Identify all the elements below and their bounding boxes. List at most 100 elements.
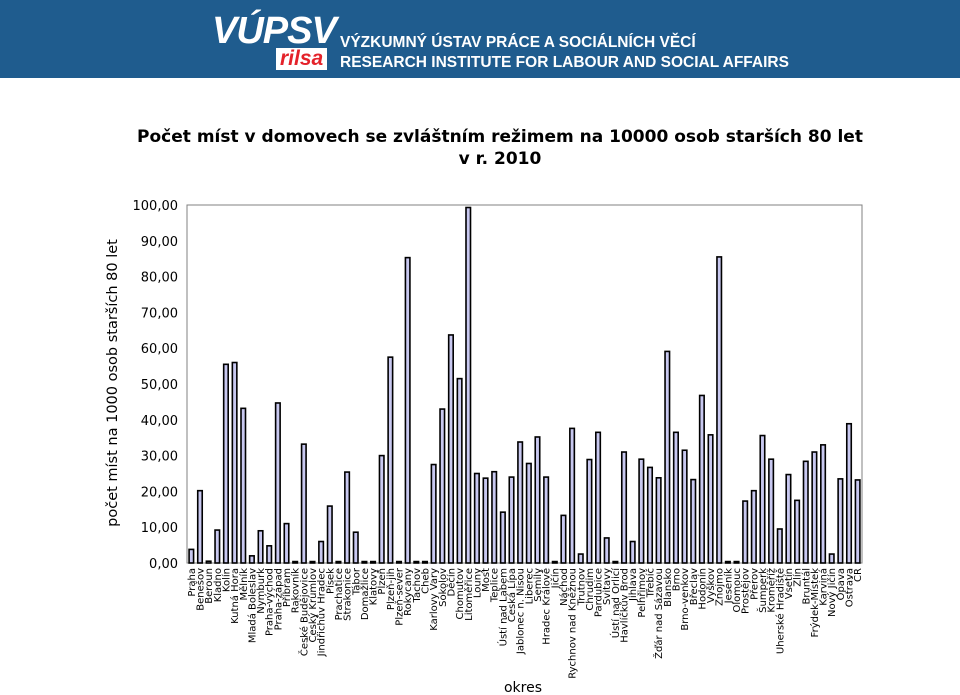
y-tick-label: 10,00 <box>141 521 178 536</box>
x-tick-label: Havlíčkův Brod <box>619 568 631 643</box>
x-tick-label: Šumperk <box>756 568 769 613</box>
bar <box>569 427 576 564</box>
bar <box>404 256 411 564</box>
x-tick-label: Semily <box>533 568 544 602</box>
x-tick-label: Písek <box>324 568 336 594</box>
bar <box>421 560 429 564</box>
x-tick-label: Domažlice <box>359 568 371 620</box>
bar <box>387 356 394 564</box>
x-tick-label: Ústí nad Labem <box>496 568 509 646</box>
x-tick-label: Liberec <box>524 568 535 604</box>
bar <box>560 514 567 564</box>
x-tick-label: Trutnov <box>576 568 587 606</box>
x-tick-label: Český Krumlov <box>306 568 319 643</box>
bar <box>837 478 844 564</box>
bar <box>196 489 204 564</box>
x-tick-label: Náchod <box>558 568 570 606</box>
bar <box>586 458 593 564</box>
bar <box>508 476 515 564</box>
x-tick-label: Frýdek-Místek <box>809 568 821 638</box>
x-tick-label: Uherské Hradiště <box>774 568 786 654</box>
x-tick-label: Kolín <box>220 568 232 592</box>
x-tick-label: Česká Lípa <box>505 568 518 622</box>
x-tick-label: Most <box>481 568 492 592</box>
bar <box>292 560 299 564</box>
x-tick-label: ČR <box>851 568 864 582</box>
y-tick-label: 90,00 <box>141 235 178 250</box>
x-tick-label: Pelhřimov <box>636 568 648 618</box>
bar <box>629 540 636 564</box>
x-tick-label: Žďár nad Sázavou <box>652 568 665 659</box>
bar <box>248 555 255 564</box>
bar <box>802 460 809 564</box>
bar <box>283 522 290 564</box>
bar <box>499 511 506 564</box>
x-tick-label: Teplice <box>490 568 501 603</box>
x-tick-label: Děčín <box>445 568 457 596</box>
institute-name-en: RESEARCH INSTITUTE FOR LABOUR AND SOCIAL… <box>340 54 789 71</box>
x-tick-label: Prachatice <box>334 568 345 620</box>
bar <box>344 471 351 564</box>
bar <box>672 431 679 564</box>
x-tick-label: Litoměřice <box>463 568 475 621</box>
x-tick-label: Rakovník <box>290 568 302 613</box>
x-tick-label: Olomouc <box>732 568 743 612</box>
bar <box>820 444 827 564</box>
y-tick-label: 100,00 <box>133 199 179 214</box>
bar <box>733 560 740 564</box>
bar <box>664 350 671 564</box>
x-tick-label: Brno <box>671 568 682 591</box>
y-axis-label: počet míst na 1000 osob starších 80 let <box>105 239 121 527</box>
bar <box>240 407 247 564</box>
x-tick-label: Vyškov <box>705 568 717 603</box>
x-tick-label: Hradec Králové <box>541 568 553 645</box>
x-tick-label: Jeseník <box>722 568 734 605</box>
x-tick-label: Cheb <box>420 568 431 594</box>
x-tick-label: Brno-venkov <box>680 568 691 631</box>
y-tick-label: 70,00 <box>141 306 178 321</box>
bar <box>603 537 610 564</box>
bar <box>794 499 801 564</box>
y-tick-label: 0,00 <box>149 557 178 572</box>
bar <box>776 528 783 564</box>
bar <box>222 363 229 564</box>
bar <box>361 560 368 564</box>
bar <box>266 545 273 564</box>
x-tick-label: Zlín <box>792 568 804 587</box>
x-tick-label: Opava <box>836 568 847 600</box>
x-tick-label: Hodonín <box>696 568 708 610</box>
x-tick-label: Mělník <box>238 568 250 601</box>
bar <box>681 449 688 564</box>
bar <box>638 458 645 564</box>
x-tick-label: Blansko <box>663 568 674 607</box>
x-tick-label: Karviná <box>818 568 830 606</box>
bar <box>300 443 307 564</box>
x-tick-label: Louny <box>472 568 483 598</box>
bar <box>205 560 212 564</box>
x-tick-label: Benešov <box>194 568 206 611</box>
bar <box>274 402 281 564</box>
bar <box>370 560 377 564</box>
bar <box>447 334 454 564</box>
bar <box>525 462 532 564</box>
x-tick-label: Jihlava <box>628 568 639 602</box>
y-tick-label: 80,00 <box>141 271 178 286</box>
bar <box>413 560 420 564</box>
x-tick-label: Znojmo <box>715 568 726 606</box>
x-tick-label: Prostějov <box>740 568 752 614</box>
x-tick-label: Praha-západ <box>272 568 284 630</box>
x-tick-label: Bruntál <box>800 568 812 604</box>
x-tick-label: Praha-východ <box>264 568 276 636</box>
bar <box>318 540 325 564</box>
bar <box>214 529 221 564</box>
rilsa-logo: rilsa <box>276 48 328 70</box>
bar <box>785 473 792 564</box>
bar <box>768 458 775 564</box>
bar <box>828 553 835 564</box>
bar <box>551 560 558 564</box>
vupsv-logo: VÚPSV <box>212 10 337 52</box>
x-tick-label: Ostrava <box>845 568 856 607</box>
x-tick-label: Rokycany <box>403 568 414 616</box>
bar <box>620 451 628 564</box>
